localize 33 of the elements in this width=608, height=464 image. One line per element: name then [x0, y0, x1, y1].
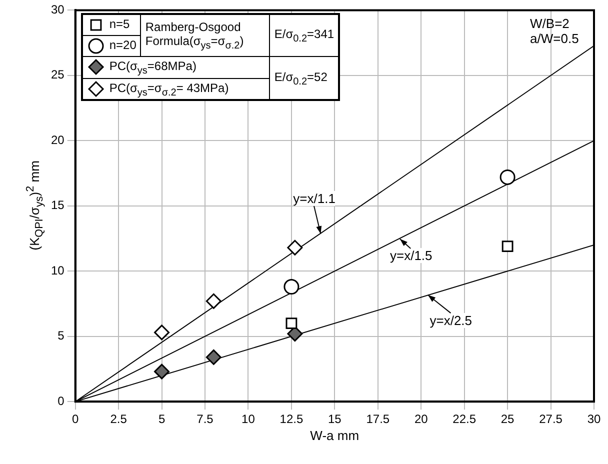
y-tick-label: 0 — [58, 394, 65, 408]
x-tick-label: 2.5 — [110, 412, 128, 426]
y-tick-label: 15 — [50, 198, 65, 212]
annotation: a/W=0.5 — [530, 31, 579, 46]
legend-label: PC(σ$_{ys}$=σ$_{σ.2}$= 43MPa) — [109, 80, 229, 98]
y-tick-label: 30 — [50, 2, 65, 17]
legend-label: PC(σ$_{ys}$=68MPa) — [109, 59, 196, 77]
x-tick-label: 22.5 — [452, 412, 476, 426]
x-tick-label: 15 — [328, 412, 342, 426]
x-tick-label: 27.5 — [539, 412, 563, 426]
x-tick-label: 25 — [500, 412, 515, 426]
x-tick-label: 20 — [414, 412, 428, 426]
x-tick-label: 0 — [72, 412, 80, 426]
x-tick-label: 7.5 — [196, 412, 214, 426]
x-tick-label: 17.5 — [366, 412, 390, 426]
x-tick-label: 10 — [242, 412, 256, 426]
annotation: E/σ$_{0.2}$=341 — [270, 14, 340, 57]
x-tick-label: 30 — [587, 412, 601, 426]
x-tick-label: 5 — [158, 412, 166, 426]
legend-label: n=20 — [109, 38, 136, 52]
y-tick-label: 20 — [50, 132, 65, 147]
series-label: y=x/1.1 — [293, 190, 336, 206]
x-axis-title: W-a mm — [310, 428, 360, 443]
y-tick-label: 10 — [50, 263, 65, 278]
y-tick-label: 5 — [58, 328, 65, 343]
series-label: y=x/2.5 — [430, 313, 472, 328]
annotation: E/σ$_{0.2}$=52 — [270, 56, 340, 100]
x-tick-label: 12.5 — [280, 412, 304, 426]
annotation: W/B=2 — [530, 16, 570, 32]
legend-label: n=5 — [109, 17, 130, 32]
annotation: Ramberg-Osgood Formula(σ$_{ys}$=σ$_{σ.2}$) — [140, 14, 270, 57]
y-tick-label: 25 — [50, 68, 65, 82]
series-label: y=x/1.5 — [390, 248, 432, 263]
